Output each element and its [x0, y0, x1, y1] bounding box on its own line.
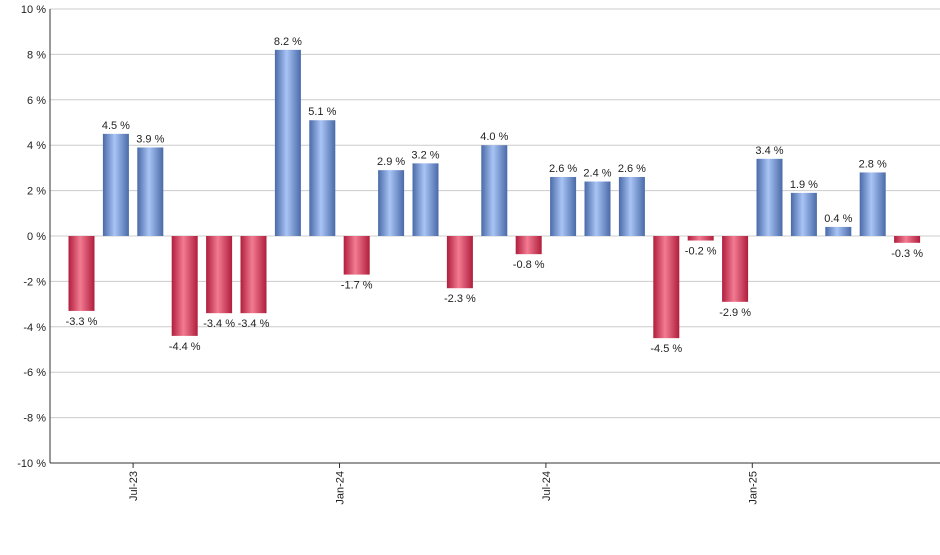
bar — [206, 236, 233, 314]
data-label: 3.4 % — [755, 145, 783, 157]
x-tick-label: Jul-23 — [128, 471, 140, 501]
bar — [894, 236, 921, 243]
bar — [618, 176, 645, 236]
y-tick-label: 8 % — [27, 49, 46, 61]
bar — [102, 133, 129, 236]
y-tick-label: -4 % — [23, 322, 46, 334]
data-label: 8.2 % — [274, 36, 302, 48]
bar — [343, 236, 370, 275]
data-label: -0.2 % — [685, 246, 717, 258]
x-tick-label: Jan-24 — [335, 471, 347, 505]
data-label: -1.7 % — [341, 280, 373, 292]
y-tick-label: -6 % — [23, 367, 46, 379]
y-tick-label: 10 % — [21, 4, 46, 16]
bar — [687, 236, 714, 241]
bar — [653, 236, 680, 339]
bar — [550, 176, 577, 236]
bar — [584, 181, 611, 236]
y-tick-label: -8 % — [23, 413, 46, 425]
bar — [481, 145, 508, 236]
data-label: 2.9 % — [377, 156, 405, 168]
y-tick-label: -10 % — [17, 458, 46, 470]
bar — [412, 163, 439, 236]
data-label: 2.6 % — [549, 163, 577, 175]
bar — [137, 147, 164, 236]
bars — [68, 49, 921, 339]
data-label: 2.8 % — [859, 158, 887, 170]
axes — [49, 9, 940, 464]
data-label: 1.9 % — [790, 179, 818, 191]
y-tick-label: 4 % — [27, 140, 46, 152]
bar — [859, 172, 886, 236]
data-label: 3.9 % — [136, 133, 164, 145]
data-label: 3.2 % — [411, 149, 439, 161]
y-tick-label: -2 % — [23, 276, 46, 288]
bar — [756, 158, 783, 236]
data-labels: -3.3 %4.5 %3.9 %-4.4 %-3.4 % -3.4 %8.2 %5… — [66, 36, 924, 355]
data-label: 2.4 % — [583, 168, 611, 180]
bar — [240, 236, 267, 314]
x-axis-ticks: Jul-23 Jan-24 Jul-24 Jan-25 — [128, 463, 759, 505]
bar — [309, 120, 336, 236]
data-label: -2.3 % — [444, 293, 476, 305]
bar — [68, 236, 95, 311]
bar — [722, 236, 749, 302]
data-label: -2.9 % — [719, 307, 751, 319]
y-tick-label: 0 % — [27, 231, 46, 243]
data-label: 4.5 % — [102, 120, 130, 132]
bar — [274, 49, 301, 236]
bar — [378, 170, 405, 236]
bar — [171, 236, 198, 336]
x-tick-label: Jul-24 — [541, 471, 553, 501]
bar — [515, 236, 542, 255]
data-label: 4.0 % — [480, 131, 508, 143]
data-label: 0.4 % — [824, 213, 852, 225]
x-tick-label: Jan-25 — [747, 471, 759, 505]
bar — [446, 236, 473, 289]
data-label: -3.4 % — [203, 318, 235, 330]
data-label: -0.8 % — [513, 259, 545, 271]
y-tick-label: 6 % — [27, 95, 46, 107]
data-label: -3.3 % — [66, 316, 98, 328]
data-label: -4.5 % — [650, 343, 682, 355]
data-label: 2.6 % — [618, 163, 646, 175]
y-tick-label: 2 % — [27, 186, 46, 198]
data-label: -4.4 % — [169, 341, 201, 353]
y-axis-ticks: 10 % 8 % 6 % 4 % 2 % 0 % -2 % -4 % -6 % -8 % -10 % — [17, 4, 46, 470]
data-label: -0.3 % — [891, 248, 923, 260]
data-label: -3.4 % — [238, 318, 270, 330]
data-label: 5.1 % — [308, 106, 336, 118]
bar — [790, 192, 817, 236]
bar — [825, 226, 852, 236]
